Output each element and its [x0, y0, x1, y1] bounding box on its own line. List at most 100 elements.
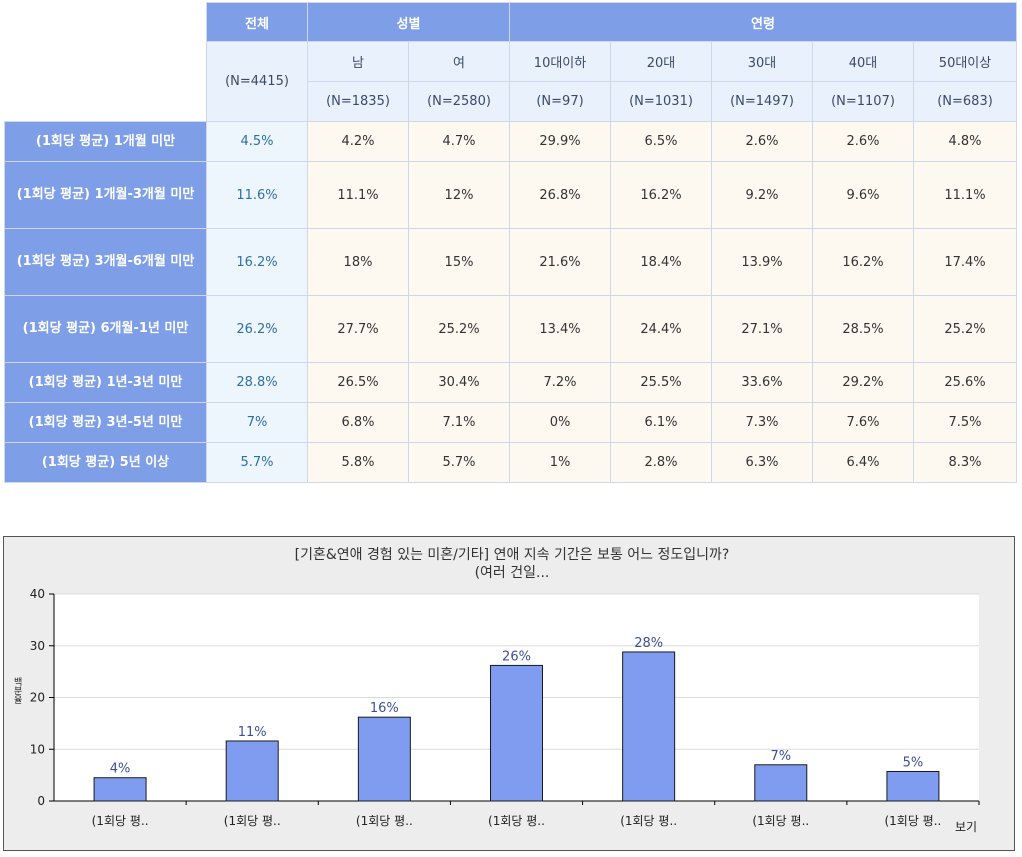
value-cell: 13.9% — [711, 228, 814, 296]
value-cell: 7.1% — [407, 402, 511, 443]
header-age-30s-n: (N=1497) — [711, 81, 814, 122]
value-cell: 16.2% — [812, 228, 915, 296]
value-cell: 18.4% — [610, 228, 713, 296]
chart-title: [기혼&연애 경험 있는 미혼/기타] 연애 지속 기간은 보통 어느 정도입니… — [295, 547, 730, 563]
value-cell: 5.7% — [407, 442, 511, 483]
header-age-30s: 30대 — [711, 41, 814, 82]
value-cell: 8.3% — [913, 442, 1018, 483]
header-gender-female-n: (N=2580) — [407, 81, 511, 122]
table-corner — [4, 2, 207, 122]
total-value-cell: 16.2% — [206, 228, 308, 296]
value-cell: 25.2% — [407, 295, 511, 363]
data-label: 11% — [238, 725, 267, 740]
value-cell: 26.8% — [509, 161, 612, 229]
total-value-cell: 7% — [206, 402, 308, 443]
value-cell: 2.6% — [711, 121, 814, 162]
value-cell: 0% — [509, 402, 612, 443]
value-cell: 18% — [307, 228, 409, 296]
value-cell: 7.3% — [711, 402, 814, 443]
y-tick-label: 10 — [30, 742, 45, 756]
table-row: (1회당 평균) 1개월-3개월 미만 11.6% 11.1% 12% 26.8% 16.… — [4, 161, 1018, 229]
header-gender: 성별 — [306, 2, 511, 42]
header-age-20s-n: (N=1031) — [610, 81, 713, 122]
stats-table: 전체 성별 연령 (N=4415) 남 여 10대이하 20대 30대 40대 … — [4, 2, 1018, 483]
y-tick-label: 30 — [30, 639, 45, 653]
value-cell: 29.2% — [812, 362, 915, 403]
value-cell: 27.1% — [711, 295, 814, 363]
data-label: 28% — [634, 636, 663, 651]
value-cell: 24.4% — [610, 295, 713, 363]
total-value-cell: 26.2% — [206, 295, 308, 363]
data-label: 5% — [903, 756, 924, 771]
category-label: (1회당 평.. — [752, 814, 809, 828]
category-label: (1회당 평.. — [884, 814, 941, 828]
header-age: 연령 — [509, 2, 1018, 42]
bar-chart-panel: [기혼&연애 경험 있는 미혼/기타] 연애 지속 기간은 보통 어느 정도입니… — [3, 536, 1015, 851]
value-cell: 7.2% — [509, 362, 612, 403]
header-gender-male: 남 — [307, 41, 409, 82]
value-cell: 4.2% — [307, 121, 409, 162]
value-cell: 28.5% — [812, 295, 915, 363]
x-axis-label: 보기 — [955, 820, 977, 834]
table-row: (1회당 평균) 6개월-1년 미만 26.2% 27.7% 25.2% 13.4% 24… — [4, 295, 1018, 363]
header-age-50s: 50대이상 — [913, 41, 1018, 82]
category-label: (1회당 평.. — [488, 814, 545, 828]
bar — [490, 664, 543, 802]
row-label: (1회당 평균) 3개월-6개월 미만 — [4, 228, 207, 296]
value-cell: 4.7% — [407, 121, 511, 162]
bar — [357, 716, 411, 802]
header-age-10s-n: (N=97) — [509, 81, 612, 122]
chart-subtitle: (여러 건일... — [475, 565, 550, 581]
stats-table-container: 전체 성별 연령 (N=4415) 남 여 10대이하 20대 30대 40대 … — [4, 2, 1018, 483]
table-row: (1회당 평균) 1년-3년 미만 28.8% 26.5% 30.4% 7.2% 25.5… — [4, 362, 1018, 403]
value-cell: 5.8% — [307, 442, 409, 483]
row-label: (1회당 평균) 5년 이상 — [4, 442, 207, 483]
header-age-40s-n: (N=1107) — [812, 81, 915, 122]
value-cell: 17.4% — [913, 228, 1018, 296]
row-label: (1회당 평균) 1개월-3개월 미만 — [4, 161, 207, 229]
value-cell: 6.5% — [610, 121, 713, 162]
table-row: (1회당 평균) 5년 이상 5.7% 5.8% 5.7% 1% 2.8% 6.3% 6.4%… — [4, 442, 1018, 483]
value-cell: 27.7% — [307, 295, 409, 363]
total-value-cell: 11.6% — [206, 161, 308, 229]
value-cell: 1% — [509, 442, 612, 483]
value-cell: 6.3% — [711, 442, 814, 483]
value-cell: 7.6% — [812, 402, 915, 443]
category-label: (1회당 평.. — [356, 814, 413, 828]
value-cell: 6.8% — [307, 402, 409, 443]
value-cell: 21.6% — [509, 228, 612, 296]
value-cell: 6.1% — [610, 402, 713, 443]
row-label: (1회당 평균) 6개월-1년 미만 — [4, 295, 207, 363]
header-total: 전체 — [206, 2, 308, 42]
value-cell: 2.6% — [812, 121, 915, 162]
value-cell: 6.4% — [812, 442, 915, 483]
value-cell: 13.4% — [509, 295, 612, 363]
value-cell: 2.8% — [610, 442, 713, 483]
value-cell: 30.4% — [407, 362, 511, 403]
header-age-20s: 20대 — [610, 41, 713, 82]
value-cell: 7.5% — [913, 402, 1018, 443]
data-label: 16% — [370, 701, 399, 716]
value-cell: 25.2% — [913, 295, 1018, 363]
value-cell: 12% — [407, 161, 511, 229]
bar — [886, 771, 940, 802]
y-tick-label: 40 — [30, 587, 45, 601]
value-cell: 25.5% — [610, 362, 713, 403]
value-cell: 4.8% — [913, 121, 1018, 162]
row-label: (1회당 평균) 1년-3년 미만 — [4, 362, 207, 403]
header-age-10s: 10대이하 — [509, 41, 612, 82]
header-age-50s-n: (N=683) — [913, 81, 1018, 122]
labels: 0 10 20 30 40 백 분 율 4% (1회당 평.. 11% (1회당 평.. 16% (1회당… — [14, 587, 977, 834]
table-row: (1회당 평균) 3개월-6개월 미만 16.2% 18% 15% 21.6% 18.4%… — [4, 228, 1018, 296]
row-label: (1회당 평균) 1개월 미만 — [4, 121, 207, 162]
data-label: 26% — [502, 649, 531, 664]
total-value-cell: 5.7% — [206, 442, 308, 483]
header-gender-male-n: (N=1835) — [307, 81, 409, 122]
value-cell: 15% — [407, 228, 511, 296]
category-label: (1회당 평.. — [620, 814, 677, 828]
header-total-n: (N=4415) — [206, 41, 308, 122]
value-cell: 26.5% — [307, 362, 409, 403]
chart-title-group: [기혼&연애 경험 있는 미혼/기타] 연애 지속 기간은 보통 어느 정도입니… — [295, 547, 730, 581]
table-row: (1회당 평균) 1개월 미만 4.5% 4.2% 4.7% 29.9% 6.5% 2.6%… — [4, 121, 1018, 162]
